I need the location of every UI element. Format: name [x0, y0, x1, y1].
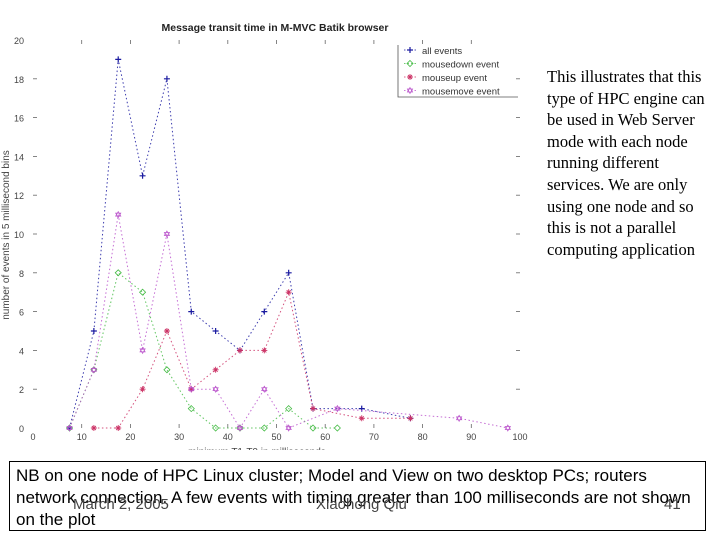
- svg-text:50: 50: [271, 432, 281, 442]
- svg-text:80: 80: [418, 432, 428, 442]
- svg-text:16: 16: [14, 114, 24, 124]
- legend-entry: all events: [422, 46, 462, 57]
- caption-box: NB on one node of HPC Linux cluster; Mod…: [9, 461, 706, 531]
- svg-text:2: 2: [19, 385, 24, 395]
- x-axis: 0 10 20 30 40 50 60 70 80 90 100: [30, 40, 528, 442]
- svg-text:6: 6: [19, 308, 24, 318]
- svg-text:10: 10: [77, 432, 87, 442]
- svg-text:90: 90: [466, 432, 476, 442]
- footer-author: Xiaohong Qiu: [316, 496, 407, 513]
- svg-text:4: 4: [19, 346, 24, 356]
- svg-text:60: 60: [320, 432, 330, 442]
- svg-text:8: 8: [19, 269, 24, 279]
- svg-text:20: 20: [125, 432, 135, 442]
- chart-title: Message transit time in M-MVC Batik brow…: [162, 22, 389, 34]
- legend-entry: mousedown event: [422, 60, 499, 71]
- legend-entry: mouseup event: [422, 73, 487, 84]
- plot-series: [65, 56, 512, 432]
- svg-text:14: 14: [14, 152, 24, 162]
- y-axis-label: number of events in 5 millisecond bins: [1, 150, 12, 320]
- series-mouseup-event: [90, 289, 414, 431]
- svg-text:30: 30: [174, 432, 184, 442]
- series-mousedown-event: [65, 269, 341, 432]
- svg-text:0: 0: [19, 424, 24, 434]
- svg-text:40: 40: [223, 432, 233, 442]
- svg-text:20: 20: [14, 36, 24, 46]
- chart: Message transit time in M-MVC Batik brow…: [1, 22, 528, 450]
- svg-text:100: 100: [512, 432, 527, 442]
- side-description: This illustrates that this type of HPC e…: [547, 67, 705, 259]
- y-axis: 0 2 4 6 8 10 12 14 16 18 20: [14, 36, 520, 434]
- footer-page-number: 41: [664, 496, 681, 513]
- svg-text:10: 10: [14, 230, 24, 240]
- series-mousemove-event: [66, 210, 512, 432]
- series-all-events: [66, 56, 414, 431]
- footer-date: March 2, 2005: [73, 496, 169, 513]
- svg-text:18: 18: [14, 75, 24, 85]
- x-axis-label: minimum T1-T0 in milliseconds: [188, 447, 326, 450]
- legend: all events mousedown event mouseup event mo…: [397, 45, 518, 98]
- svg-text:0: 0: [30, 432, 35, 442]
- svg-text:12: 12: [14, 191, 24, 201]
- svg-text:70: 70: [369, 432, 379, 442]
- legend-entry: mousemove event: [422, 87, 500, 98]
